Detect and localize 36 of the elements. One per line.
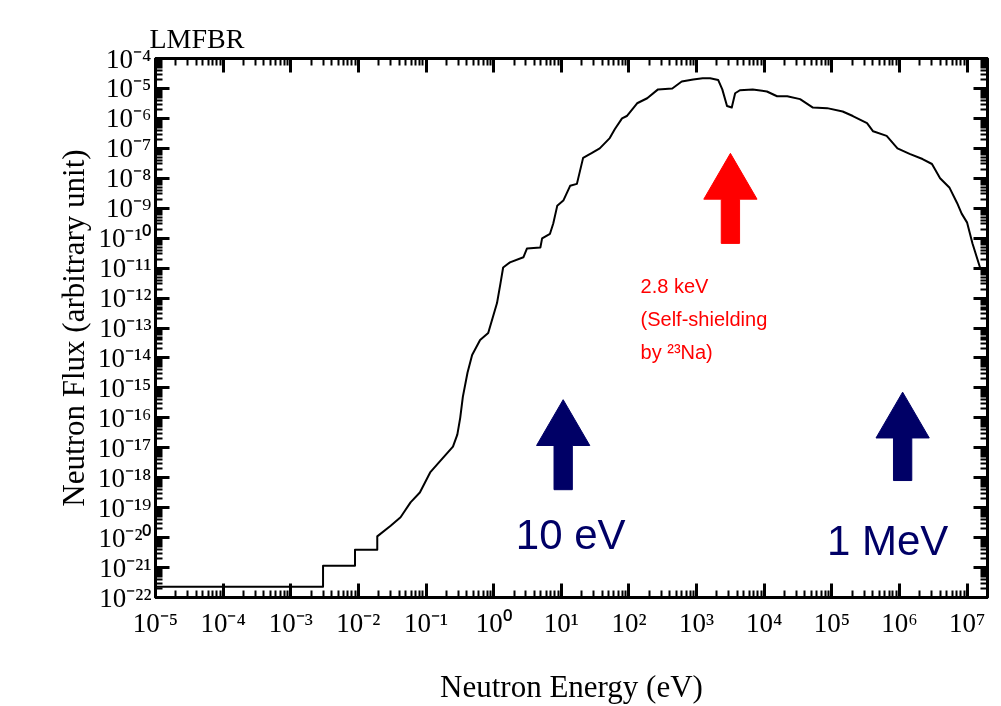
- y-tick-label: 10⁻⁹: [106, 193, 152, 224]
- x-tick-label: 10⁶: [881, 607, 918, 638]
- annotation: 2.8 keV (Self-shielding by ²³Na): [640, 275, 768, 364]
- x-tick-label: 10¹: [543, 607, 579, 638]
- y-tick-label: 10⁻²⁰: [98, 522, 152, 553]
- x-tick-label: 10⁻¹: [404, 607, 449, 638]
- x-tick-label: 10⁵: [813, 607, 851, 638]
- y-tick-label: 10⁻¹³: [99, 313, 152, 343]
- y-tick-label: 10⁻¹¹: [99, 253, 152, 284]
- y-tick-label: 10⁻¹⁰: [98, 223, 152, 254]
- y-axis-title: Neutron Flux (arbitrary unit): [55, 149, 91, 507]
- y-tick-label: 10⁻¹⁶: [97, 402, 152, 433]
- annotation: 10 eV: [515, 511, 626, 559]
- x-tick-label: 10²: [611, 607, 647, 638]
- x-tick-label: 10⁰: [475, 607, 512, 638]
- y-tick-label: 10⁻⁸: [106, 163, 152, 194]
- y-tick-label: 10⁻¹²: [99, 283, 152, 314]
- y-tick-label: 10⁻⁴: [106, 43, 152, 74]
- x-axis-title: Neutron Energy (eV): [440, 668, 703, 704]
- y-tick-label: 10⁻¹⁹: [97, 492, 152, 523]
- y-tick-label: 10⁻⁶: [106, 103, 152, 134]
- y-tick-label: 10⁻¹⁵: [97, 372, 152, 403]
- y-tick-label: 10⁻⁷: [106, 133, 152, 164]
- y-tick-label: 10⁻¹⁸: [97, 462, 152, 493]
- chart-title: LMFBR: [149, 22, 245, 54]
- x-tick-label: 10⁷: [948, 607, 986, 638]
- x-tick-label: 10⁻⁴: [200, 607, 246, 638]
- x-tick-label: 10⁴: [746, 607, 783, 638]
- y-tick-label: 10⁻⁵: [106, 73, 152, 104]
- y-tick-label: 10⁻¹⁷: [97, 432, 152, 463]
- annotation: 1 MeV: [826, 516, 949, 564]
- x-tick-label: 10⁻²: [336, 607, 381, 638]
- y-tick-label: 10⁻²¹: [99, 552, 152, 583]
- x-tick-label: 10⁻³: [268, 607, 313, 638]
- y-tick-label: 10⁻¹⁴: [97, 342, 152, 373]
- x-tick-label: 10³: [679, 607, 715, 638]
